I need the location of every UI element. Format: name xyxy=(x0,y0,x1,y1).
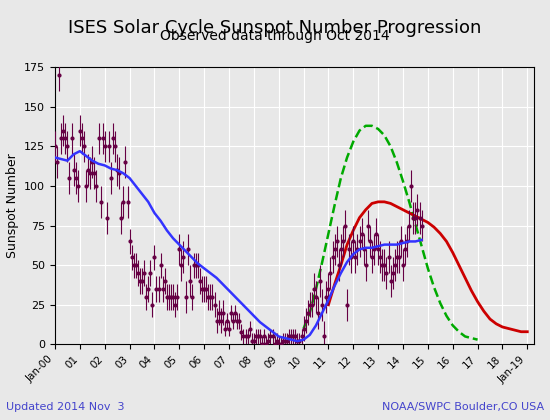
Text: Updated 2014 Nov  3: Updated 2014 Nov 3 xyxy=(6,402,124,412)
Y-axis label: Sunspot Number: Sunspot Number xyxy=(6,153,19,258)
Text: ISES Solar Cycle Sunspot Number Progression: ISES Solar Cycle Sunspot Number Progress… xyxy=(68,19,482,37)
Text: NOAA/SWPC Boulder,CO USA: NOAA/SWPC Boulder,CO USA xyxy=(382,402,544,412)
Text: Observed data through Oct 2014: Observed data through Oct 2014 xyxy=(160,29,390,43)
